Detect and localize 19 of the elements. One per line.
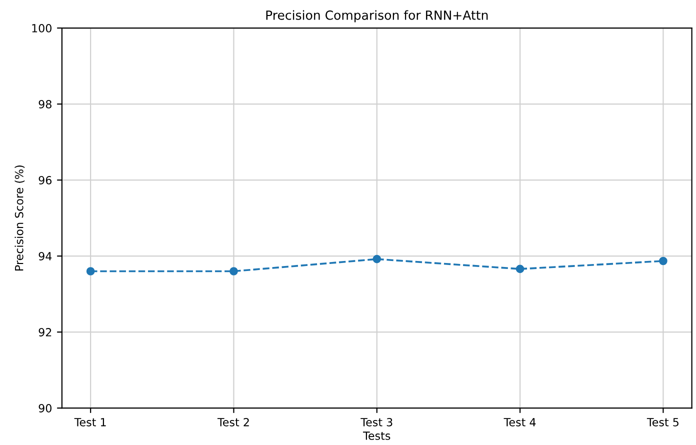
x-tick-label: Test 2 [217,418,249,426]
point [230,267,238,276]
x-tick-label: Test 4 [504,418,536,426]
y-tick-label: 96 [38,176,52,184]
y-tick-label: 94 [38,252,52,260]
y-axis-title: Precision Score (%) [14,166,25,270]
y-tick-label: 98 [38,100,52,108]
point [372,254,382,264]
y-tick-label: 92 [38,328,52,336]
x-tick-label: Test 5 [646,418,678,426]
y-tick-label: 90 [38,404,52,412]
point [659,256,668,266]
chart-title: Precision Comparison for RNN+Attn [266,10,488,22]
point [516,264,524,274]
point [86,267,95,276]
y-tick-label: 100 [32,24,52,32]
x-tick-label: Test 3 [360,418,392,426]
x-tick-label: Test 1 [74,418,106,426]
x-axis-title: Tests [363,432,390,440]
